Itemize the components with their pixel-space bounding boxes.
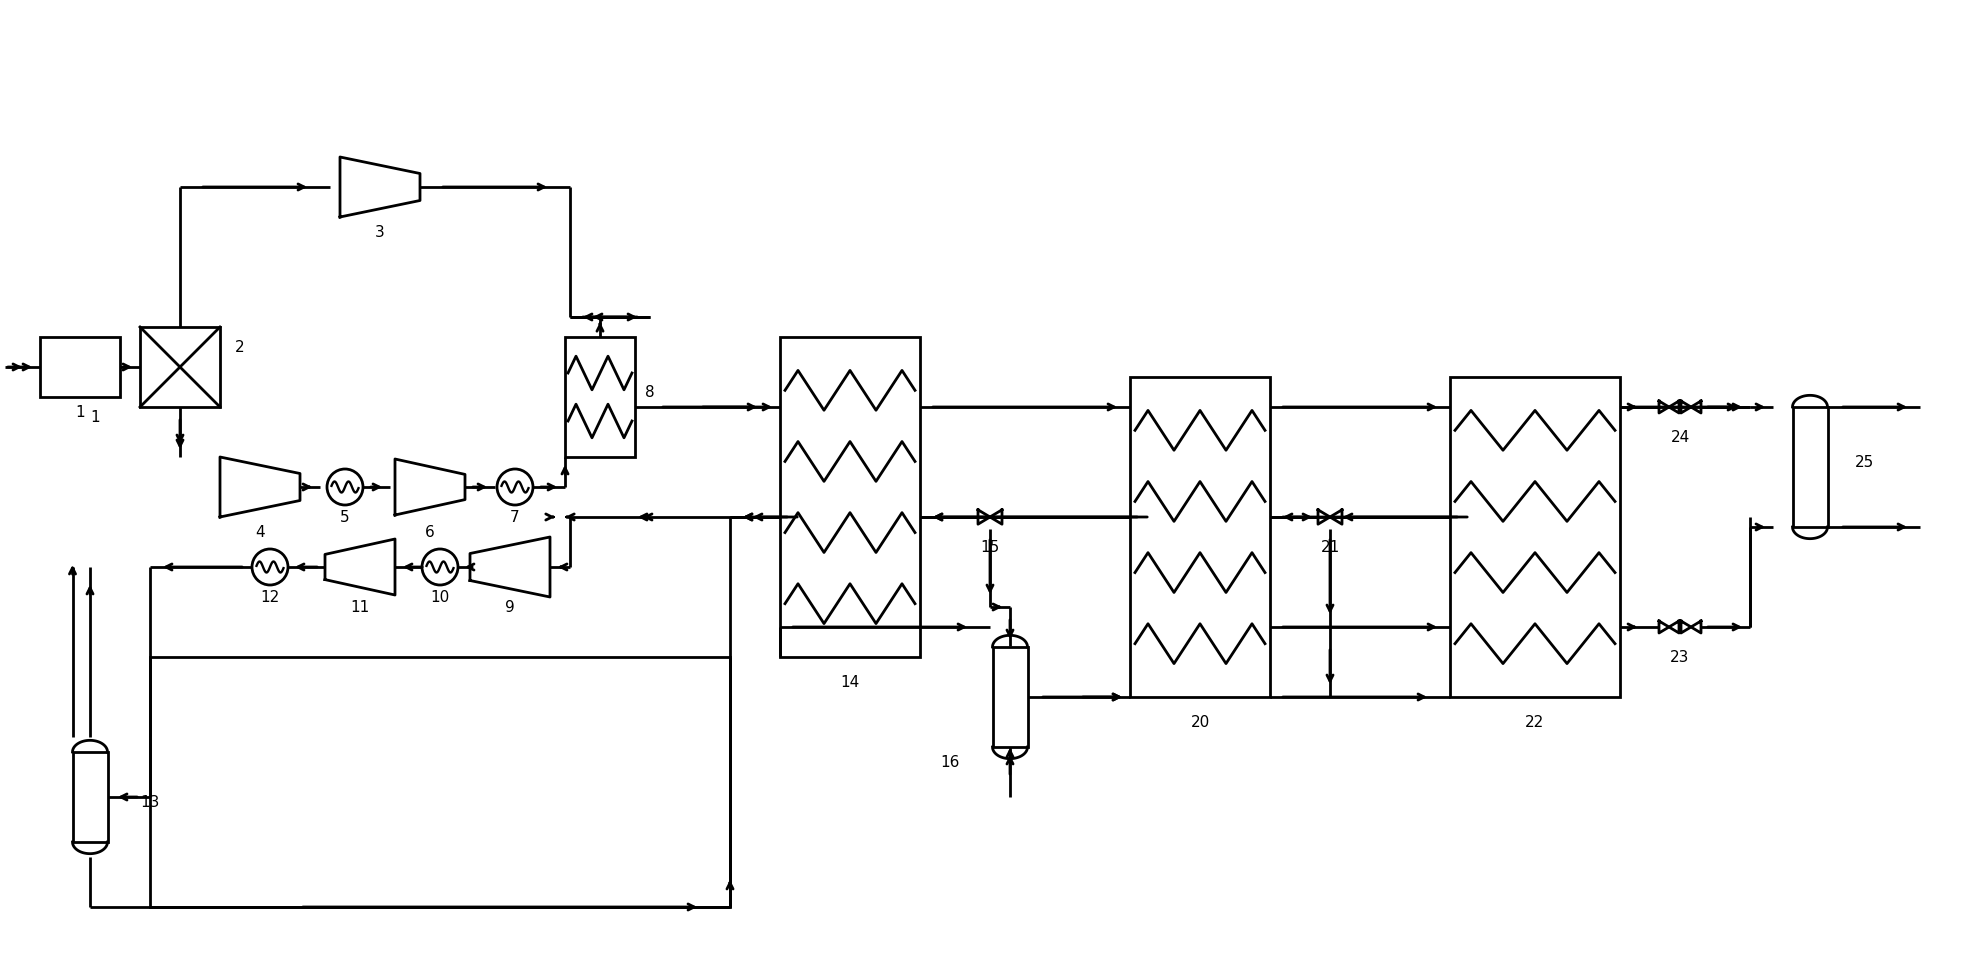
Bar bbox=[993, 647, 1027, 747]
Text: 1: 1 bbox=[75, 405, 84, 420]
Bar bbox=[149, 657, 730, 907]
Bar bbox=[1792, 407, 1828, 527]
Bar bbox=[779, 337, 921, 657]
Bar bbox=[565, 337, 634, 457]
Text: 5: 5 bbox=[340, 510, 349, 525]
Text: 3: 3 bbox=[375, 225, 385, 240]
Text: 1: 1 bbox=[90, 410, 100, 425]
Text: 13: 13 bbox=[139, 795, 159, 810]
Text: 15: 15 bbox=[980, 540, 999, 555]
Text: 9: 9 bbox=[504, 600, 514, 615]
Text: 8: 8 bbox=[646, 385, 654, 400]
Text: 14: 14 bbox=[840, 675, 860, 690]
Text: 7: 7 bbox=[510, 510, 520, 525]
Text: 11: 11 bbox=[349, 600, 369, 615]
Text: 20: 20 bbox=[1190, 715, 1209, 730]
Text: 12: 12 bbox=[261, 590, 279, 605]
Text: 24: 24 bbox=[1671, 430, 1690, 445]
Text: 10: 10 bbox=[430, 590, 450, 605]
Text: 2: 2 bbox=[236, 340, 245, 355]
Text: 25: 25 bbox=[1855, 455, 1875, 470]
Bar bbox=[39, 337, 120, 397]
Bar bbox=[73, 752, 108, 842]
Text: 23: 23 bbox=[1671, 650, 1690, 665]
Text: 22: 22 bbox=[1525, 715, 1545, 730]
Bar bbox=[1451, 377, 1619, 697]
Bar bbox=[139, 327, 220, 407]
Bar bbox=[1131, 377, 1270, 697]
Text: 21: 21 bbox=[1321, 540, 1339, 555]
Text: 4: 4 bbox=[255, 525, 265, 540]
Text: 6: 6 bbox=[426, 525, 436, 540]
Text: 16: 16 bbox=[940, 755, 960, 770]
